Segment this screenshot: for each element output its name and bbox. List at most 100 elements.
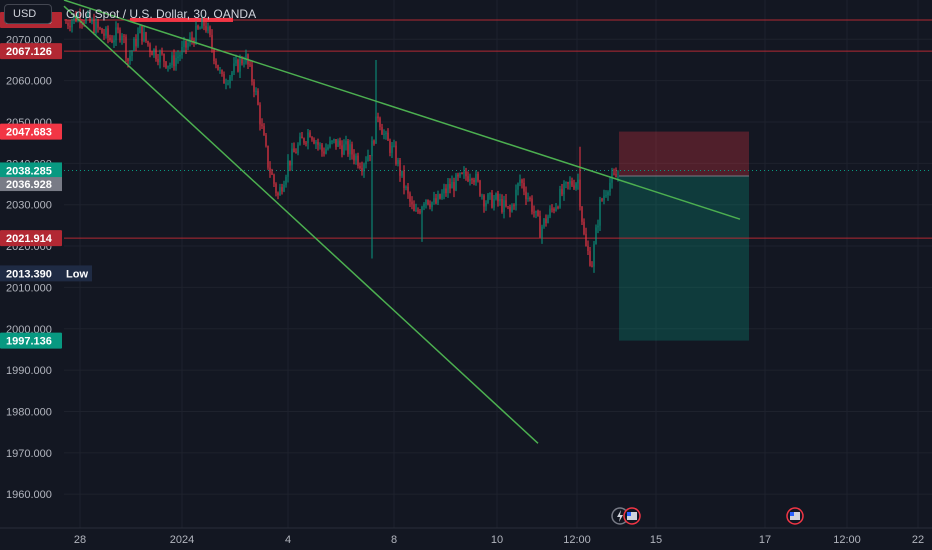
candle-body (331, 140, 333, 142)
candle-body (535, 210, 537, 213)
x-tick-label: 12:00 (833, 534, 861, 546)
candle-body (497, 193, 499, 202)
x-tick-label: 2024 (170, 534, 194, 546)
take-profit-zone (619, 176, 749, 341)
candle-body (127, 58, 129, 61)
candle-body (209, 26, 211, 36)
candle-body (121, 35, 123, 41)
candle-body (123, 35, 125, 37)
candle-body (305, 142, 307, 144)
candle-body (149, 44, 151, 53)
trendline (63, 0, 741, 220)
candle-body (289, 160, 291, 166)
candle-body (393, 145, 395, 147)
trendline (63, 5, 539, 444)
candle-body (447, 183, 449, 194)
candle-body (613, 173, 615, 175)
candle-body (505, 200, 507, 207)
candle-body (307, 132, 309, 144)
candle-body (493, 199, 495, 208)
candle-body (401, 170, 403, 176)
candle-body (341, 145, 343, 155)
candle-body (287, 160, 289, 177)
candle-body (477, 173, 479, 181)
candle-body (455, 174, 457, 191)
candle-body (279, 187, 281, 196)
candle-body (547, 216, 549, 224)
candle-body (525, 191, 527, 199)
chart-title: Gold Spot / U.S. Dollar, 30, OANDA (66, 7, 256, 21)
candle-body (427, 199, 429, 205)
candle-body (361, 168, 363, 172)
trendlines[interactable] (63, 0, 741, 444)
candle-body (571, 181, 573, 186)
candle-body (391, 145, 393, 153)
candle-body (177, 56, 179, 58)
candle-body (249, 64, 251, 66)
price-axis[interactable]: 2070.0002060.0002050.0002040.0002030.000… (6, 34, 52, 542)
candle-body (567, 182, 569, 184)
candle-body (439, 194, 441, 199)
candle-body (315, 142, 317, 144)
candle-body (495, 193, 497, 200)
candle-body (409, 193, 411, 202)
candle-body (139, 25, 141, 34)
level-price-tag: 2021.914 (6, 233, 53, 245)
y-tick-label: 2010.000 (6, 282, 52, 294)
candle-body (257, 90, 259, 105)
candle-body (327, 147, 329, 150)
low-price-tag: 2013.390 (6, 268, 52, 280)
position-price-tag-bg (0, 332, 62, 349)
candle-body (93, 19, 95, 34)
candlestick-series (65, 8, 619, 273)
candle-body (219, 70, 221, 72)
candle-body (167, 65, 169, 68)
candle-body (85, 16, 87, 23)
time-axis[interactable]: 28 2024 4 8 10 12:00 15 17 12:00 22 (0, 527, 932, 550)
event-markers[interactable] (611, 507, 804, 525)
candle-body (403, 170, 405, 188)
candle-body (609, 182, 611, 192)
x-tick-label: 17 (759, 534, 771, 546)
candle-body (421, 206, 423, 213)
candle-body (487, 194, 489, 203)
candle-body (217, 64, 219, 71)
candle-body (267, 145, 269, 168)
candle-body (215, 61, 217, 65)
candle-body (591, 265, 593, 267)
candle-body (133, 38, 135, 51)
position-zones (619, 131, 749, 341)
candle-body (283, 184, 285, 192)
candle-body (531, 198, 533, 212)
level-price-tag-bg (0, 230, 62, 247)
candle-body (529, 198, 531, 200)
candle-body (119, 29, 121, 41)
candle-body (549, 208, 551, 217)
candle-body (277, 192, 279, 196)
candle-body (367, 155, 369, 162)
candle-body (185, 41, 187, 48)
candle-body (269, 167, 271, 173)
candle-body (469, 179, 471, 182)
candle-body (539, 215, 541, 238)
position-price-tag-bg (0, 123, 62, 140)
candle-body (489, 192, 491, 195)
x-tick-label: 22 (912, 534, 924, 546)
candle-body (343, 144, 345, 155)
candle-body (231, 72, 233, 77)
candle-body (377, 116, 379, 119)
candle-body (137, 33, 139, 47)
candle-body (129, 55, 131, 61)
candle-body (237, 59, 239, 72)
candle-body (383, 133, 385, 135)
candle-body (265, 135, 267, 146)
candle-body (291, 148, 293, 166)
candle-body (153, 48, 155, 56)
chart-grid (64, 0, 932, 537)
candle-body (541, 226, 543, 238)
candle-body (111, 40, 113, 43)
currency-selector[interactable]: USD (4, 4, 52, 24)
candle-body (597, 225, 599, 228)
candle-body (605, 195, 607, 197)
